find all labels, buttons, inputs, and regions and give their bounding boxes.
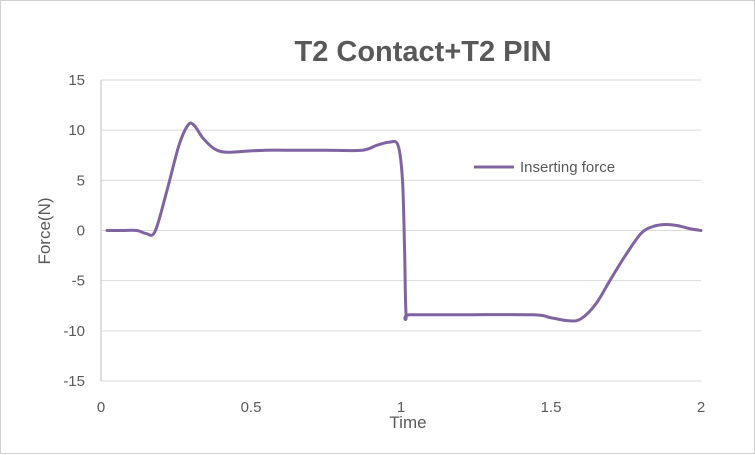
y-tick-label: -10 — [63, 323, 85, 340]
x-axis-tick-labels: 0 0.5 1 1.5 2 — [97, 399, 705, 416]
y-axis-title: Force(N) — [35, 197, 54, 264]
y-tick-label: -15 — [63, 373, 85, 390]
series-line-inserting-force — [105, 121, 703, 323]
y-tick-label: 0 — [77, 223, 85, 240]
x-tick-label: 2 — [697, 399, 705, 416]
x-axis-title: Time — [389, 413, 426, 432]
series-lines — [105, 121, 703, 323]
gridlines — [101, 79, 701, 382]
y-tick-label: 10 — [68, 122, 85, 139]
x-tick-label: 1 — [397, 399, 405, 416]
legend: Inserting force — [474, 159, 615, 176]
y-tick-label: -5 — [72, 273, 85, 290]
y-axis-tick-labels: 15 10 5 0 -5 -10 -15 — [63, 72, 85, 390]
chart-title: T2 Contact+T2 PIN — [294, 36, 551, 68]
x-tick-label: 0.5 — [241, 399, 262, 416]
y-tick-label: 5 — [77, 172, 85, 189]
x-tick-label: 1.5 — [541, 399, 562, 416]
legend-entry: Inserting force — [520, 159, 615, 176]
y-tick-label: 15 — [68, 72, 85, 89]
x-tick-label: 0 — [97, 399, 105, 416]
